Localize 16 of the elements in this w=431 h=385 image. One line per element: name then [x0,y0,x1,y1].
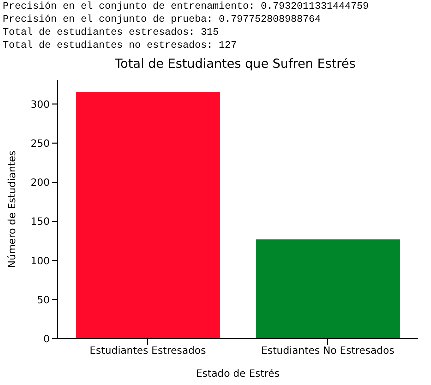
text: Total de estudiantes no estresados: 127 [3,40,238,53]
text: Total de estudiantes estresados: 315 [3,27,220,40]
y-tick-label: 150 [30,217,50,228]
y-tick-label: 250 [30,138,50,150]
x-tick-label: Estudiantes No Estresados [261,346,395,358]
y-tick-label: 0 [44,334,50,346]
x-axis-title: Estado de Estrés [196,369,280,380]
y-tick-label: 50 [37,295,50,306]
chart-title: Total de Estudiantes que Sufren Estrés [114,55,357,73]
x-tick-label: Estudiantes Estresados [90,346,206,358]
y-tick-label: 100 [30,256,50,268]
y-tick-label: 300 [30,100,50,111]
text: Precisión en el conjunto de entrenamiento: 0.7932011331444759 [3,1,370,14]
y-tick-label: 200 [30,178,50,190]
text: Precisión en el conjunto de prueba: 0.797752808988764 [3,14,322,27]
y-axis-title: Número de Estudiantes [8,150,19,268]
